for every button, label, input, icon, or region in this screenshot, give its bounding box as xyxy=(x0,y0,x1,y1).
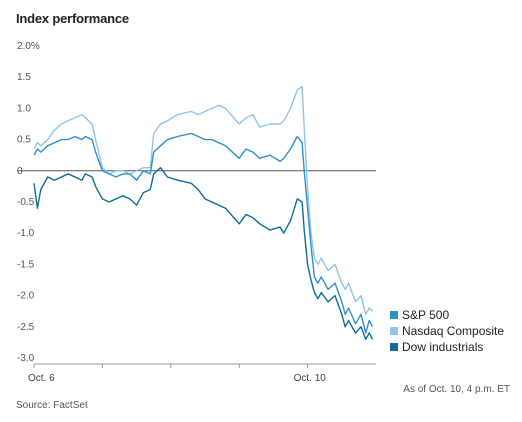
y-tick-label: 1.0 xyxy=(17,103,31,114)
legend-label: Nasdaq Composite xyxy=(402,324,504,338)
y-tick-label: 0.5 xyxy=(17,135,31,146)
chart-title: Index performance xyxy=(16,11,129,26)
legend-swatch xyxy=(390,311,398,319)
legend: S&P 500 Nasdaq Composite Dow industrials xyxy=(390,308,504,354)
x-axis: Oct. 6 Oct. 10 xyxy=(28,363,376,384)
y-tick-label: 2.0% xyxy=(17,41,40,52)
series-line-dow-industrials xyxy=(33,167,374,340)
y-tick-label: -3.0 xyxy=(17,353,35,364)
y-tick-label: -2.0 xyxy=(17,291,35,302)
legend-swatch xyxy=(390,327,398,335)
y-tick-label: 1.5 xyxy=(17,72,31,83)
series-line-s-p-500 xyxy=(33,132,374,334)
legend-label: Dow industrials xyxy=(402,340,483,354)
timestamp-note: As of Oct. 10, 4 p.m. ET xyxy=(403,384,510,395)
y-tick-label: -1.0 xyxy=(17,228,35,239)
series-line-nasdaq-composite xyxy=(33,85,374,315)
source-note: Source: FactSet xyxy=(16,400,88,411)
x-tick-label: Oct. 6 xyxy=(28,373,55,384)
y-tick-label: -2.5 xyxy=(17,322,35,333)
y-tick-label: -0.5 xyxy=(17,197,35,208)
series-lines xyxy=(33,85,374,340)
legend-label: S&P 500 xyxy=(402,308,449,322)
x-tick-label: Oct. 10 xyxy=(294,373,327,384)
y-tick-label: -1.5 xyxy=(17,259,35,270)
y-axis: 2.0%1.51.00.50-0.5-1.0-1.5-2.0-2.5-3.0 xyxy=(17,41,376,364)
legend-swatch xyxy=(390,343,398,351)
